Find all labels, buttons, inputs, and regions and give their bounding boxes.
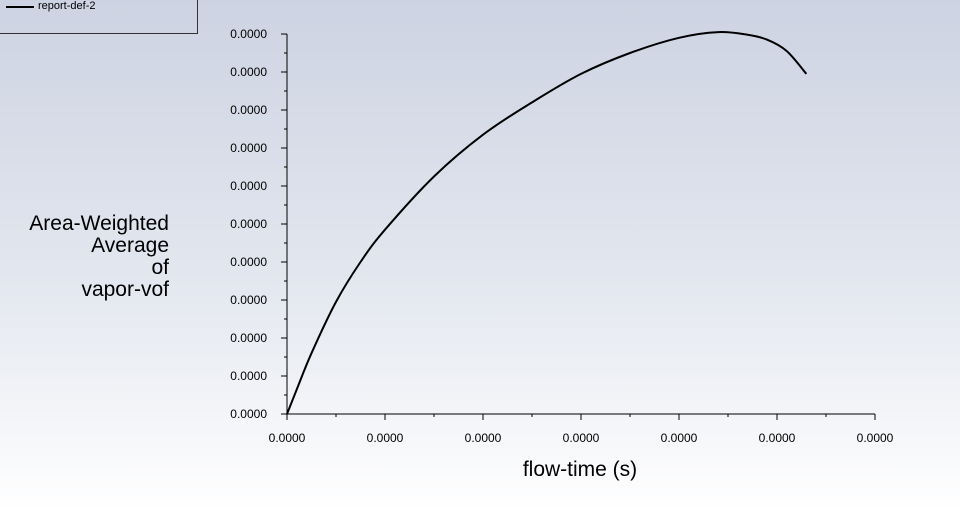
- y-tick-label: 0.0000: [230, 141, 267, 155]
- y-axis-label-line: Area-Weighted: [29, 212, 169, 235]
- y-tick-label: 0.0000: [230, 407, 267, 421]
- y-tick-label: 0.0000: [230, 65, 267, 79]
- y-axis-label: Area-Weighted Average of vapor-vof: [29, 213, 169, 301]
- y-tick-label: 0.0000: [230, 27, 267, 41]
- x-tick-label: 0.0000: [269, 431, 306, 445]
- y-axis-label-line: vapor-vof: [81, 278, 169, 301]
- y-tick-label: 0.0000: [230, 103, 267, 117]
- x-tick-label: 0.0000: [465, 431, 502, 445]
- y-tick-label: 0.0000: [230, 217, 267, 231]
- series-line: [286, 31, 808, 415]
- y-tick-label: 0.0000: [230, 179, 267, 193]
- legend-swatch: [6, 6, 34, 8]
- x-axis-label: flow-time (s): [523, 458, 637, 481]
- y-tick-label: 0.0000: [230, 331, 267, 345]
- legend: report-def-2: [0, 0, 198, 34]
- x-tick-label: 0.0000: [661, 431, 698, 445]
- legend-label: report-def-2: [38, 0, 96, 12]
- y-tick-label: 0.0000: [230, 293, 267, 307]
- y-axis-label-line: Average: [91, 234, 169, 257]
- x-tick-label: 0.0000: [857, 431, 894, 445]
- y-tick-label: 0.0000: [230, 255, 267, 269]
- y-axis-label-line: of: [151, 256, 169, 279]
- x-tick-label: 0.0000: [563, 431, 600, 445]
- x-tick-label: 0.0000: [367, 431, 404, 445]
- y-tick-label: 0.0000: [230, 369, 267, 383]
- x-tick-label: 0.0000: [759, 431, 796, 445]
